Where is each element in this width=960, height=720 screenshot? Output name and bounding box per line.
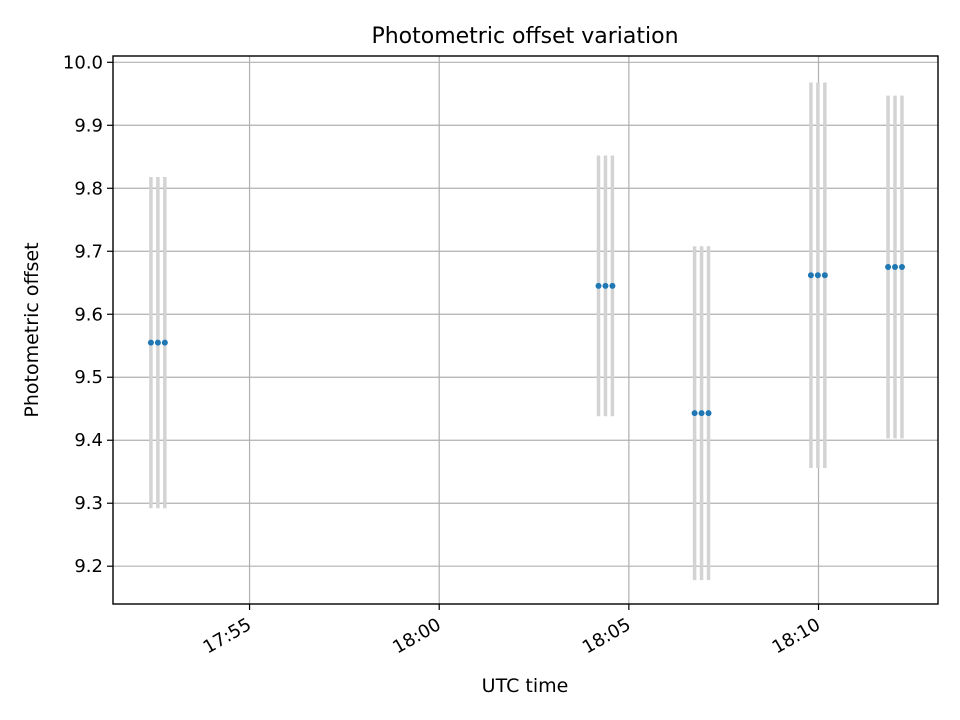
y-tick-label: 9.9 [74, 115, 103, 136]
y-tick-label: 9.6 [74, 304, 103, 325]
data-point [609, 282, 616, 289]
data-point [898, 264, 905, 271]
y-tick-label: 9.5 [74, 367, 103, 388]
data-point [698, 410, 705, 417]
y-tick-label: 9.4 [74, 430, 103, 451]
y-tick-label: 9.7 [74, 241, 103, 262]
data-point [885, 264, 892, 271]
y-tick-label: 10.0 [63, 52, 103, 73]
data-point [595, 282, 602, 289]
y-tick-label: 9.2 [74, 556, 103, 577]
data-point [705, 410, 712, 417]
x-axis-title: UTC time [482, 675, 569, 697]
y-tick-label: 9.3 [74, 493, 103, 514]
plot-frame [112, 55, 939, 605]
data-point [814, 272, 821, 279]
data-point [154, 339, 161, 346]
data-points [147, 264, 905, 417]
data-point [807, 272, 814, 279]
data-point [691, 410, 698, 417]
y-axis-title: Photometric offset [21, 242, 43, 417]
data-point [147, 339, 154, 346]
data-point [821, 272, 828, 279]
data-point [892, 264, 899, 271]
y-axis: 9.2 9.3 9.4 9.5 9.6 9.7 9.8 9.9 10.0 [63, 52, 113, 577]
chart-title: Photometric offset variation [371, 24, 678, 49]
data-point [161, 339, 168, 346]
y-tick-label: 9.8 [74, 178, 103, 199]
data-point [602, 282, 609, 289]
